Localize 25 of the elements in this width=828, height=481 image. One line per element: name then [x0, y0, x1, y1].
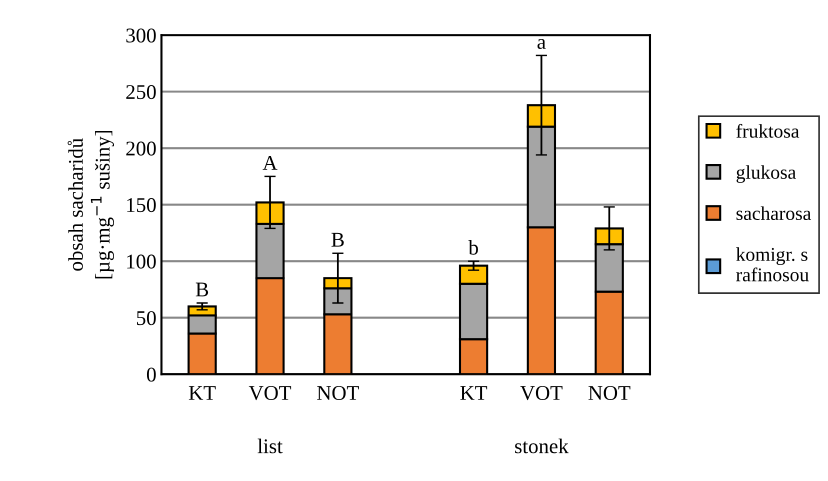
- data-label: a: [538, 38, 546, 49]
- y-tick-label: 0: [146, 368, 156, 382]
- x-tick-label: NOT: [588, 386, 630, 400]
- x-tick-label: VOT: [248, 386, 292, 400]
- y-tick-label: 150: [127, 198, 156, 212]
- x-tick-label: KT: [188, 386, 216, 400]
- legend-label: komigr. s rafinosou: [736, 247, 809, 282]
- data-label: B: [332, 232, 344, 247]
- y-tick-label: 300: [126, 28, 156, 43]
- x-tick-label: NOT: [317, 386, 359, 400]
- legend-label: glukosa: [736, 165, 796, 183]
- x-tick-label: VOT: [520, 386, 562, 400]
- y-tick-label: 250: [126, 85, 156, 100]
- data-label: A: [262, 156, 278, 170]
- legend-label: sacharosa: [736, 206, 812, 220]
- text: stonek: [515, 438, 569, 454]
- x-tick-label: KT: [460, 386, 488, 400]
- y-tick-label: 50: [136, 311, 156, 326]
- y-tick-label: 200: [126, 142, 156, 156]
- text: list: [258, 438, 283, 454]
- y-axis-title: obsah sacharidů [µg·mg$^{−1}$ sušiny]: [68, 130, 114, 278]
- data-label: b: [468, 240, 478, 255]
- y-tick-label: 100: [127, 254, 156, 269]
- data-label: B: [196, 282, 208, 296]
- legend-label: fruktosa: [736, 124, 800, 138]
